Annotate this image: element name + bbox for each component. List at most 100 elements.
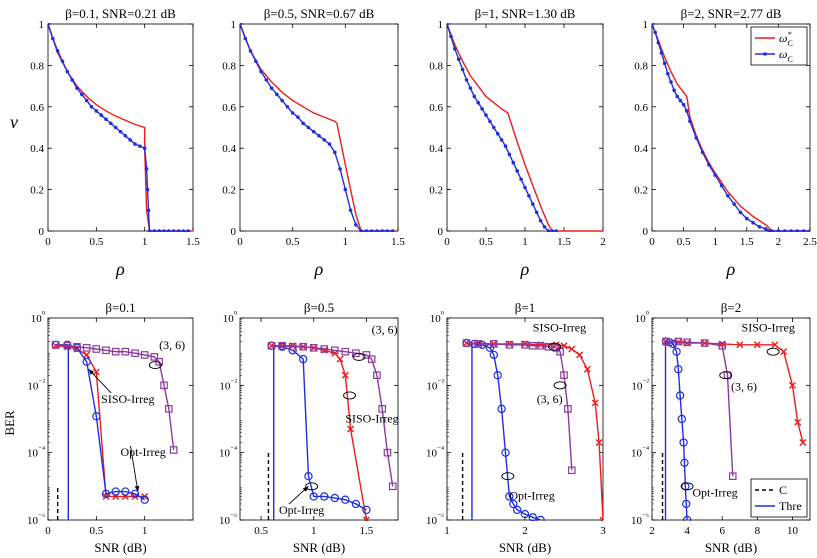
annotation-ellipse	[553, 381, 567, 390]
data-point	[447, 23, 449, 26]
data-point	[521, 340, 529, 349]
x-tick-label: 2	[522, 525, 528, 537]
data-point	[89, 105, 94, 109]
data-point	[101, 489, 111, 499]
data-point	[680, 458, 689, 468]
data-point	[653, 30, 657, 35]
data-point	[480, 107, 484, 111]
annotation-label: SISO-Irreg	[101, 392, 154, 406]
x-tick-label: 1	[142, 525, 148, 537]
legend-box	[750, 478, 808, 518]
data-point	[568, 345, 576, 353]
data-point	[304, 471, 313, 481]
annotation-ellipse	[352, 352, 366, 361]
y-tick-label: 10⁻⁶	[426, 512, 444, 527]
series-line	[652, 23, 810, 232]
chart-title: β=1, SNR=1.30 dB	[475, 6, 576, 21]
y-tick-label: 0.6	[429, 102, 443, 114]
data-point	[162, 229, 166, 232]
data-point	[311, 129, 316, 134]
data-point	[464, 78, 469, 82]
y-tick-label: 0	[231, 226, 237, 238]
y-tick-label: 10⁻²	[426, 377, 444, 392]
x-tick-label: 2	[649, 525, 655, 537]
plot-frame	[47, 23, 194, 232]
data-point	[102, 346, 110, 355]
data-point	[763, 227, 768, 231]
data-point	[331, 346, 339, 355]
data-point	[492, 125, 496, 130]
data-point	[92, 412, 101, 421]
series-line	[466, 342, 541, 521]
data-point	[666, 71, 670, 76]
data-point	[113, 125, 118, 130]
data-point	[264, 78, 269, 82]
data-point	[751, 220, 755, 225]
data-point	[554, 229, 558, 232]
series-line	[466, 342, 473, 520]
data-point	[142, 146, 147, 150]
data-point	[488, 119, 492, 124]
data-point	[679, 438, 688, 447]
data-point	[505, 492, 514, 501]
data-layer	[652, 23, 810, 232]
x-tick-label: 1	[444, 525, 450, 537]
data-point	[652, 23, 654, 26]
top-row-y-axis-label: ν	[10, 112, 18, 132]
annotation-arrow	[130, 445, 139, 492]
data-point	[567, 466, 576, 475]
data-point	[388, 482, 397, 491]
data-point	[70, 78, 74, 82]
y-tick-label: 10⁻⁴	[631, 445, 649, 460]
y-tick-label: 10⁻⁶	[27, 512, 45, 527]
x-tick-label: 1	[712, 236, 718, 248]
data-point	[528, 341, 537, 350]
x-tick-label: 1.5	[391, 236, 405, 248]
data-point	[380, 229, 384, 232]
annotation-ellipse	[548, 342, 562, 351]
data-point	[675, 94, 680, 99]
data-point	[55, 49, 60, 53]
data-point	[130, 489, 140, 499]
data-point	[476, 100, 481, 105]
data-point	[299, 354, 308, 364]
data-point	[503, 144, 508, 148]
x-axis-label: ρ	[726, 259, 736, 279]
y-tick-label: 0.4	[30, 143, 44, 155]
data-point	[456, 57, 461, 61]
data-point	[776, 229, 781, 232]
data-point	[688, 119, 692, 124]
series-line	[665, 340, 688, 521]
bottom-row-y-axis-label: BER	[2, 410, 17, 436]
x-tick-label: 1	[343, 236, 349, 248]
data-point	[322, 138, 327, 142]
series-line	[665, 340, 804, 443]
data-point	[167, 229, 171, 232]
data-point	[449, 34, 453, 39]
data-point	[338, 167, 342, 171]
chart-title: β=0.5	[304, 300, 334, 315]
y-tick-label: 10⁻²	[27, 377, 45, 392]
data-layer	[461, 338, 603, 521]
data-point	[354, 222, 358, 227]
y-tick-label: 1	[643, 19, 649, 31]
series-line	[240, 23, 398, 232]
chart-panel-4: β=2, SNR=2.77 dB 0 0.5 1 1.5 2 2.5 0 0.2 0.4 0.6 0.…	[634, 6, 817, 279]
data-point	[320, 345, 329, 353]
y-tick-label: 1	[39, 19, 45, 31]
x-axis-label: ρ	[115, 259, 125, 279]
plot-frame	[651, 317, 811, 521]
data-point	[552, 344, 561, 352]
x-tick-label: 2	[776, 236, 782, 248]
annotation-label: SISO-Irreg	[742, 320, 795, 334]
series-line	[466, 342, 573, 471]
data-point	[133, 142, 137, 146]
data-point	[147, 229, 152, 232]
data-point	[550, 229, 555, 232]
data-point	[789, 229, 793, 232]
data-point	[128, 138, 132, 142]
data-point	[544, 342, 553, 351]
data-point	[171, 229, 176, 232]
data-point	[288, 342, 297, 351]
x-axis-label: SNR (dB)	[293, 540, 345, 555]
